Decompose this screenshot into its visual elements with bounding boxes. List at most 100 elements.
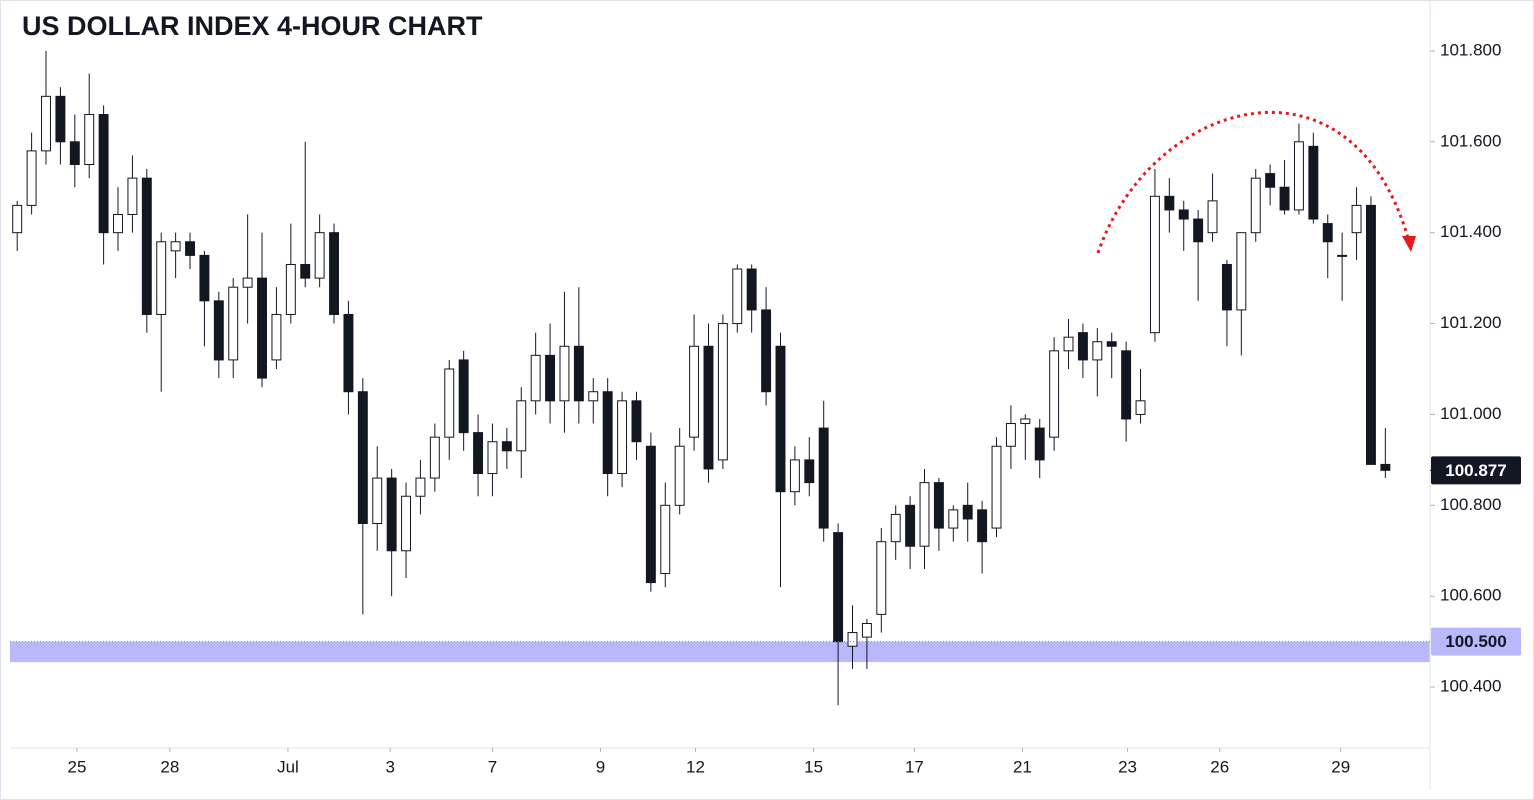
- x-tick-label: 9: [596, 757, 605, 776]
- candle-body: [919, 482, 930, 547]
- candle-body: [1149, 195, 1160, 334]
- candle-body: [285, 263, 296, 315]
- y-tick-label: 100.600: [1440, 586, 1501, 605]
- candle-body: [1121, 350, 1132, 420]
- candle-body: [1207, 200, 1218, 234]
- y-tick-label: 101.000: [1440, 404, 1501, 423]
- y-tick-label: 100.400: [1440, 677, 1501, 696]
- candle-body: [1279, 186, 1290, 211]
- candle-body: [487, 441, 498, 475]
- candle-body: [573, 345, 584, 402]
- candle-body: [1106, 341, 1117, 347]
- candle-body: [199, 254, 210, 302]
- candle-body: [948, 509, 959, 529]
- x-tick-label: 23: [1118, 757, 1137, 776]
- candle-body: [991, 445, 1002, 529]
- candle-body: [444, 368, 455, 438]
- candle-body: [761, 309, 772, 393]
- candle-body: [69, 141, 80, 166]
- candle-body: [98, 114, 109, 234]
- candle-body: [343, 313, 354, 393]
- x-tick-label: 21: [1013, 757, 1032, 776]
- last-price-box: [1431, 456, 1521, 485]
- support-zone: [10, 641, 1430, 663]
- candle-body: [689, 345, 700, 438]
- x-tick-label: 12: [686, 757, 705, 776]
- support-box: [1431, 627, 1521, 656]
- candle-body: [228, 286, 239, 361]
- candle-body: [415, 477, 426, 497]
- candle-body: [775, 345, 786, 493]
- support-label: 100.500: [1445, 632, 1506, 651]
- candle-body: [1020, 418, 1031, 425]
- candle-body: [732, 268, 743, 325]
- candle-body: [12, 204, 23, 234]
- candle-body: [55, 95, 66, 143]
- candle-body: [876, 541, 887, 615]
- candle-body: [1077, 332, 1088, 361]
- x-tick-label: 25: [68, 757, 87, 776]
- candle-body: [559, 345, 570, 402]
- candle-body: [213, 300, 224, 361]
- candle-body: [141, 177, 152, 315]
- candle-body: [1005, 423, 1016, 447]
- chart-title: US DOLLAR INDEX 4-HOUR CHART: [22, 11, 483, 41]
- y-tick-label: 101.800: [1440, 40, 1501, 59]
- candle-body: [833, 532, 844, 643]
- y-tick-label: 101.200: [1440, 313, 1501, 332]
- candle-body: [545, 354, 556, 402]
- candle-body: [1034, 427, 1045, 461]
- candle-body: [1178, 209, 1189, 220]
- candle-body: [41, 95, 51, 152]
- arrow-head: [1402, 236, 1416, 252]
- x-tick-label: 26: [1210, 757, 1229, 776]
- candle-body: [1236, 232, 1247, 311]
- candle-body: [818, 427, 829, 529]
- candle-body: [1193, 218, 1204, 243]
- candle-body: [314, 232, 325, 279]
- candle-body: [242, 277, 253, 288]
- candle-body: [746, 268, 757, 311]
- x-tick-label: 28: [160, 757, 179, 776]
- x-tick-label: Jul: [277, 757, 299, 776]
- candle-body: [113, 213, 123, 234]
- candle-body: [26, 150, 37, 206]
- candle-body: [1365, 204, 1376, 465]
- x-tick-label: 29: [1331, 757, 1350, 776]
- candle-body: [300, 263, 311, 279]
- candle-body: [1337, 254, 1348, 257]
- candle-body: [473, 432, 484, 475]
- candle-body: [977, 509, 988, 543]
- candle-body: [185, 241, 195, 256]
- candle-body: [717, 323, 728, 461]
- candle-body: [1063, 336, 1074, 352]
- candle-body: [516, 400, 527, 452]
- candle-body: [789, 459, 800, 493]
- candle-body: [1135, 400, 1146, 415]
- candle-body: [602, 391, 613, 475]
- candle-body: [329, 232, 340, 315]
- candle-body: [257, 277, 267, 379]
- candle-body: [1221, 263, 1232, 311]
- y-tick-label: 101.600: [1440, 131, 1501, 150]
- candle-body: [631, 400, 642, 443]
- candle-body: [1380, 463, 1391, 471]
- candle-body: [372, 477, 383, 525]
- candle-body: [84, 114, 95, 166]
- candle-body: [1250, 177, 1261, 234]
- candle-body: [1049, 350, 1060, 438]
- x-tick-label: 3: [385, 757, 394, 776]
- candle-body: [156, 241, 167, 315]
- candle-body: [170, 241, 181, 252]
- x-tick-label: 17: [905, 757, 924, 776]
- candle-body: [588, 391, 599, 402]
- candle-body: [386, 477, 397, 552]
- candle-body: [1322, 223, 1333, 243]
- y-tick-label: 100.800: [1440, 495, 1501, 514]
- candle-body: [1092, 341, 1103, 361]
- y-tick-label: 101.400: [1440, 222, 1501, 241]
- candle-body: [617, 400, 628, 475]
- candle-body: [1308, 145, 1319, 220]
